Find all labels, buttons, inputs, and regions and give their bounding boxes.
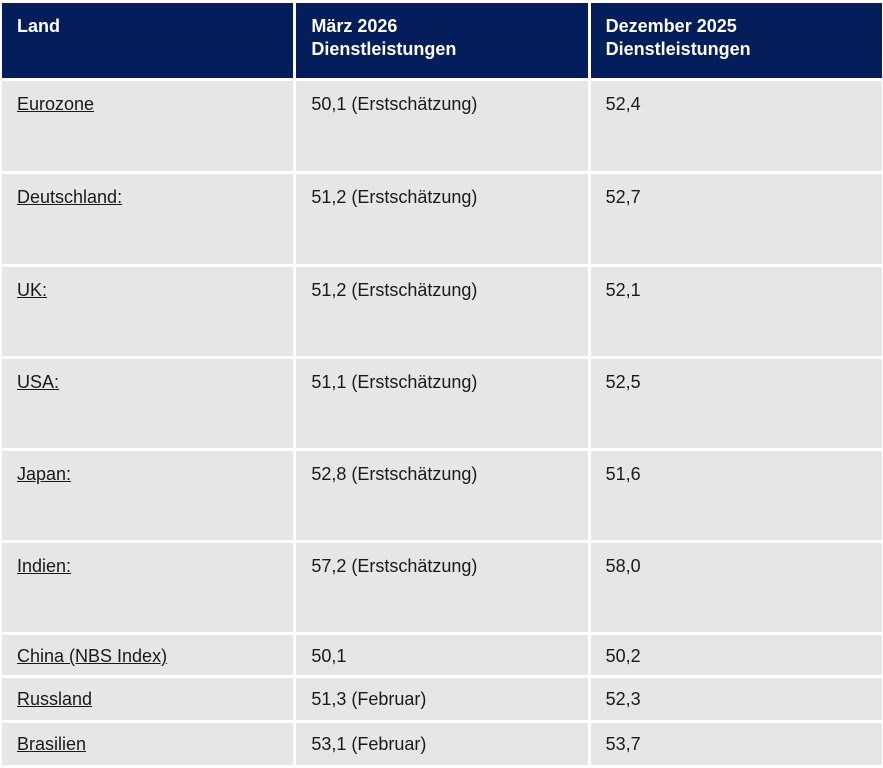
cell-text: 51,1 (Erstschätzung) <box>311 372 478 392</box>
table-cell: 58,0 <box>590 543 882 632</box>
table-cell: Eurozone <box>2 81 294 171</box>
header-cell: Dezember 2025 Dienstleistungen <box>590 3 882 78</box>
header-row: Land März 2026 Dienstleistungen Dezember 20… <box>2 3 882 78</box>
table-cell: 53,1 (Februar) <box>296 723 588 765</box>
table-row: Deutschland: 51,2 (Erstschätzung) 52,7 <box>2 174 882 264</box>
table-cell: 50,1 (Erstschätzung) <box>296 81 588 171</box>
cell-text: 53,1 (Februar) <box>311 734 427 754</box>
cell-text: 52,3 <box>605 689 641 709</box>
table-cell: 50,2 <box>590 635 882 675</box>
table-cell: 51,6 <box>590 451 882 540</box>
cell-text: 52,5 <box>605 372 641 392</box>
table-header: Land März 2026 Dienstleistungen Dezember 20… <box>2 3 882 78</box>
cell-text: 52,4 <box>605 94 641 114</box>
table-cell: 52,4 <box>590 81 882 171</box>
table-cell: Deutschland: <box>2 174 294 264</box>
table-cell: 53,7 <box>590 723 882 765</box>
table-cell: 51,2 (Erstschätzung) <box>296 267 588 356</box>
country-link[interactable]: Indien: <box>17 556 72 576</box>
table-cell: 52,7 <box>590 174 882 264</box>
header-text: März 2026 <box>311 16 398 36</box>
country-link[interactable]: USA: <box>17 372 60 392</box>
table-cell: 51,3 (Februar) <box>296 678 588 720</box>
table-row: USA: 51,1 (Erstschätzung) 52,5 <box>2 359 882 448</box>
table-cell: 52,1 <box>590 267 882 356</box>
table-row: Indien: 57,2 (Erstschätzung) 58,0 <box>2 543 882 632</box>
table-row: Russland 51,3 (Februar) 52,3 <box>2 678 882 720</box>
country-link[interactable]: Russland <box>17 689 93 709</box>
table-row: Brasilien 53,1 (Februar) 53,7 <box>2 723 882 765</box>
cell-text: 51,3 (Februar) <box>311 689 427 709</box>
cell-text: 51,2 (Erstschätzung) <box>311 187 478 207</box>
header-cell: Land <box>2 3 294 78</box>
table-row: Japan: 52,8 (Erstschätzung) 51,6 <box>2 451 882 540</box>
cell-text: 52,1 <box>605 280 641 300</box>
cell-text: 52,7 <box>605 187 641 207</box>
header-text: Dienstleistungen <box>605 39 751 59</box>
table-cell: 50,1 <box>296 635 588 675</box>
table-cell: 57,2 (Erstschätzung) <box>296 543 588 632</box>
table-row: UK: 51,2 (Erstschätzung) 52,1 <box>2 267 882 356</box>
cell-text: 51,2 (Erstschätzung) <box>311 280 478 300</box>
country-link[interactable]: Japan: <box>17 464 72 484</box>
cell-text: 50,1 (Erstschätzung) <box>311 94 478 114</box>
cell-text: 50,2 <box>605 646 641 666</box>
country-link[interactable]: China (NBS Index) <box>17 646 168 666</box>
table-cell: Japan: <box>2 451 294 540</box>
cell-text: 57,2 (Erstschätzung) <box>311 556 478 576</box>
table-cell: 51,1 (Erstschätzung) <box>296 359 588 448</box>
table-cell: 51,2 (Erstschätzung) <box>296 174 588 264</box>
table-row: China (NBS Index) 50,1 50,2 <box>2 635 882 675</box>
cell-text: 58,0 <box>605 556 641 576</box>
header-text: Dienstleistungen <box>311 39 457 59</box>
country-link[interactable]: Deutschland: <box>17 187 123 207</box>
cell-text: 51,6 <box>605 464 641 484</box>
table-cell: 52,3 <box>590 678 882 720</box>
header-text: Dezember 2025 <box>605 16 737 36</box>
table-cell: UK: <box>2 267 294 356</box>
header-text: Land <box>17 16 60 36</box>
country-link[interactable]: Eurozone <box>17 94 95 114</box>
table-cell: China (NBS Index) <box>2 635 294 675</box>
table-cell: 52,5 <box>590 359 882 448</box>
table-cell: USA: <box>2 359 294 448</box>
cell-text: 52,8 (Erstschätzung) <box>311 464 478 484</box>
table-cell: 52,8 (Erstschätzung) <box>296 451 588 540</box>
table-row: Eurozone 50,1 (Erstschätzung) 52,4 <box>2 81 882 171</box>
table-cell: Brasilien <box>2 723 294 765</box>
header-cell: März 2026 Dienstleistungen <box>296 3 588 78</box>
cell-text: 50,1 <box>311 646 347 666</box>
table-cell: Indien: <box>2 543 294 632</box>
country-link[interactable]: Brasilien <box>17 734 87 754</box>
table-cell: Russland <box>2 678 294 720</box>
country-link[interactable]: UK: <box>17 280 48 300</box>
table-body: Eurozone 50,1 (Erstschätzung) 52,4 Deutschl… <box>2 81 882 765</box>
cell-text: 53,7 <box>605 734 641 754</box>
